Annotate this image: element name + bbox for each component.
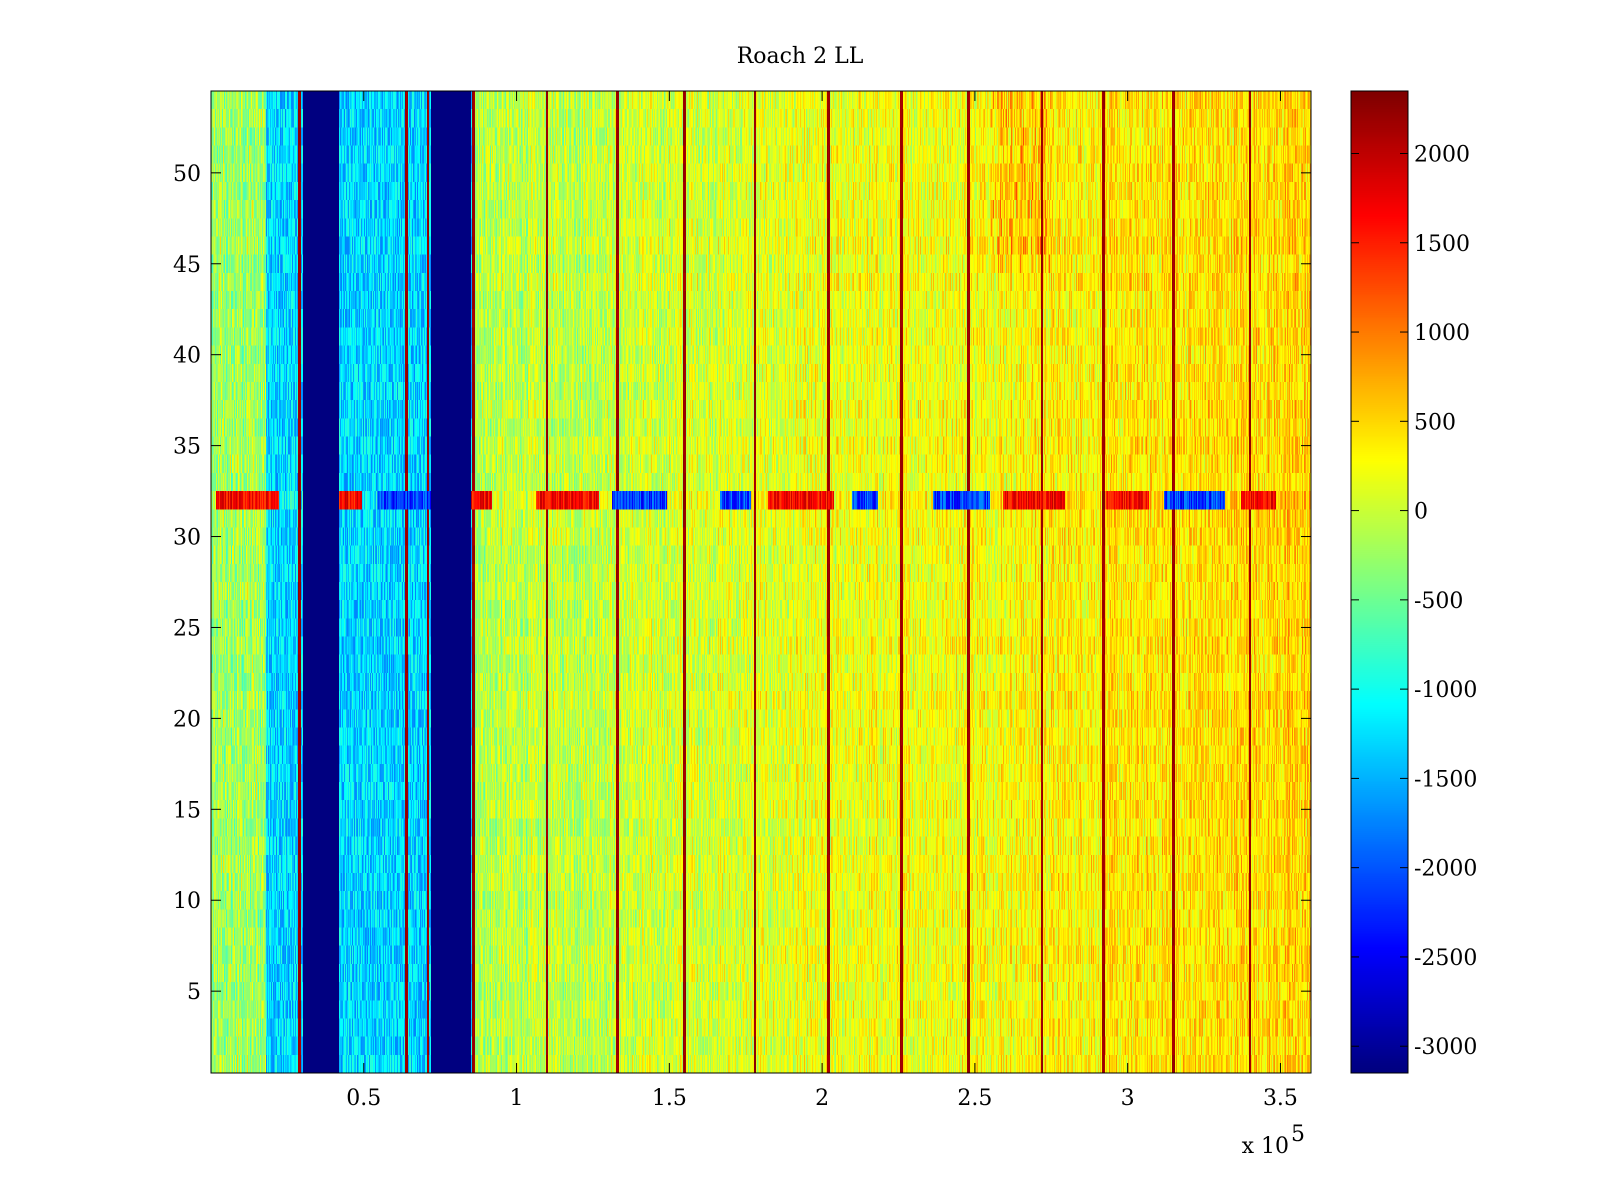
heatmap-image [211,91,1311,1073]
x-tick-label: 3.5 [1263,1086,1298,1111]
colorbar-tick-label: -2500 [1414,946,1477,971]
y-tick-label: 15 [173,798,201,823]
y-tick-label: 35 [173,435,201,460]
colorbar-tick-label: -500 [1414,589,1463,614]
chart-title: Roach 2 LL [736,44,864,69]
y-tick-label: 25 [173,616,201,641]
colorbar-tick-label: -3000 [1414,1035,1477,1060]
colorbar-tick-label: 1500 [1414,232,1470,257]
y-tick-label: 10 [173,889,201,914]
y-tick-label: 5 [187,980,201,1005]
colorbar-tick-label: 1000 [1414,321,1470,346]
y-tick-label: 20 [173,707,201,732]
colorbar-frame [1350,90,1409,1074]
y-tick-label: 40 [173,344,201,369]
colorbar-tick-label: 0 [1414,500,1428,525]
colorbar-tick-label: -2000 [1414,857,1477,882]
x-tick-label: 2 [815,1086,829,1111]
colorbar-tick-label: -1500 [1414,767,1477,792]
x-tick-label: 1 [510,1086,524,1111]
colorbar-tick-label: 500 [1414,410,1456,435]
y-tick-label: 45 [173,253,201,278]
colorbar-gradient [1351,91,1408,1073]
x-tick-label: 0.5 [346,1086,381,1111]
x-tick-label: 3 [1121,1086,1135,1111]
colorbar-tick-label: 2000 [1414,142,1470,167]
plot-frame [210,90,1312,1074]
x-exponent-label: x 10 [1242,1134,1289,1159]
colorbar-tick-label: -1000 [1414,678,1477,703]
x-exponent-superscript: 5 [1291,1122,1305,1147]
x-tick-label: 2.5 [957,1086,992,1111]
y-tick-label: 30 [173,526,201,551]
x-tick-label: 1.5 [652,1086,687,1111]
y-tick-label: 50 [173,162,201,187]
